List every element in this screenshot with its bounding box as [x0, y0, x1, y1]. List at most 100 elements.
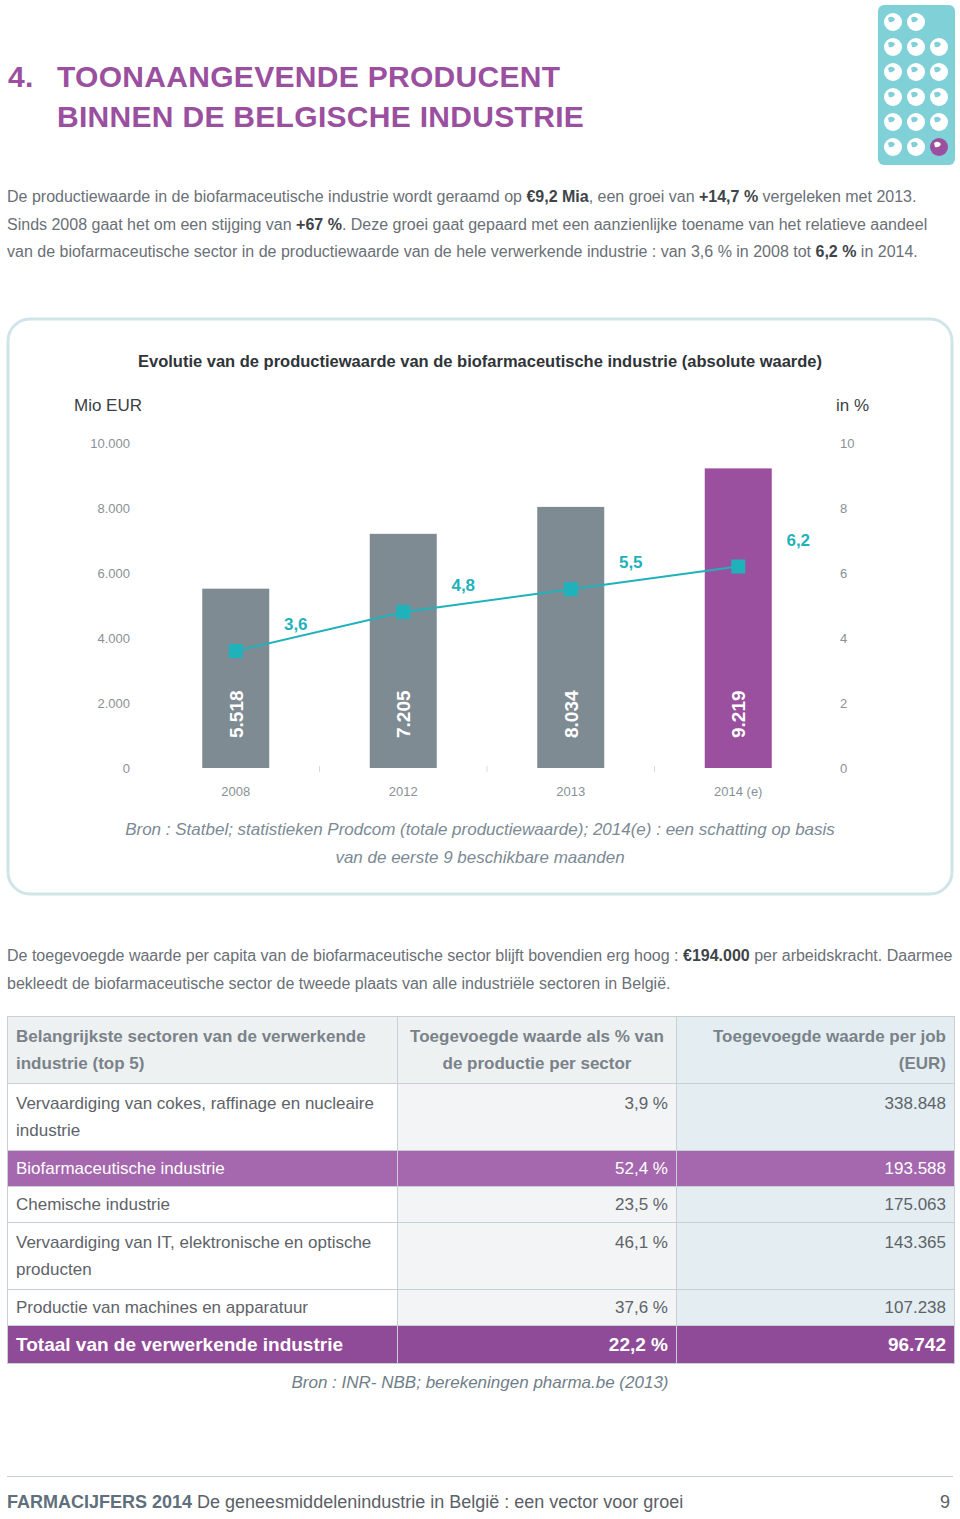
text-run: De productiewaarde in de biofarmaceutisc… — [7, 188, 526, 205]
title-line-1: TOONAANGEVENDE PRODUCENT — [57, 60, 560, 94]
globe-disc — [884, 63, 902, 81]
globe — [907, 13, 925, 31]
table-cell: Vervaardiging van cokes, raffinage en nu… — [8, 1084, 398, 1151]
line-marker — [229, 644, 243, 658]
highlight-row: Biofarmaceutische industrie52,4 %193.588 — [8, 1151, 955, 1187]
text-run: +67 % — [296, 216, 342, 233]
globe — [930, 88, 948, 106]
line-marker — [396, 605, 410, 619]
header-cell: Toegevoegde waarde als % van de producti… — [398, 1017, 677, 1084]
globe — [884, 38, 902, 56]
globe-land — [911, 67, 918, 72]
globe-land — [934, 42, 941, 47]
globe-disc — [884, 88, 902, 106]
section-number: 4. — [8, 60, 34, 94]
bar — [370, 534, 437, 768]
globe-land — [911, 17, 918, 22]
footer-rule — [7, 1476, 953, 1477]
bar-value-label: 8.034 — [561, 690, 582, 738]
line-marker — [731, 560, 745, 574]
globe-land — [934, 67, 941, 72]
globe — [930, 38, 948, 56]
globe — [930, 138, 948, 156]
y-tick-label: 8.000 — [97, 501, 130, 516]
icon-block — [877, 4, 957, 168]
data-row: Productie van machines en apparatuur37,6… — [8, 1290, 955, 1326]
y-axis-label: Mio EUR — [74, 396, 142, 415]
data-row: Chemische industrie23,5 %175.063 — [8, 1187, 955, 1223]
total-row: Totaal van de verwerkende industrie22,2 … — [8, 1326, 955, 1364]
line-marker — [564, 582, 578, 596]
table-cell: Vervaardiging van IT, elektronische en o… — [8, 1223, 398, 1290]
bar — [537, 507, 604, 768]
text-run: 6,2 % — [815, 243, 856, 260]
y2-axis-label: in % — [836, 396, 869, 415]
x-tick-label: 2014 (e) — [714, 784, 762, 799]
table-cell: 143.365 — [677, 1223, 955, 1290]
total-cell: 96.742 — [677, 1326, 955, 1364]
footer-brand: FARMACIJFERS 2014 — [7, 1492, 192, 1512]
bar-value-label: 9.219 — [728, 690, 749, 738]
globe-disc — [907, 138, 925, 156]
bar-value-label: 7.205 — [393, 690, 414, 738]
x-tick-label: 2013 — [556, 784, 585, 799]
globe-land — [888, 117, 895, 122]
title-line-2: BINNEN DE BELGISCHE INDUSTRIE — [57, 100, 584, 134]
globe-disc — [884, 13, 902, 31]
globe-disc — [884, 38, 902, 56]
globe — [907, 38, 925, 56]
globe — [930, 63, 948, 81]
category-separator — [487, 766, 488, 772]
text-run: , een groei van — [589, 188, 699, 205]
bar — [705, 468, 772, 768]
globe — [907, 113, 925, 131]
globe-land — [934, 92, 941, 97]
sector-table: Belangrijkste sectoren van de verwerkend… — [7, 1016, 955, 1364]
globe-disc — [930, 38, 948, 56]
header-row: Belangrijkste sectoren van de verwerkend… — [8, 1017, 955, 1084]
globe-land — [888, 42, 895, 47]
y2-tick-label: 6 — [840, 566, 847, 581]
globe-land — [911, 42, 918, 47]
globe-land — [888, 67, 895, 72]
table-source: Bron : INR- NBB; berekeningen pharma.be … — [0, 1373, 960, 1393]
y-tick-label: 0 — [123, 761, 130, 776]
table-cell: 193.588 — [677, 1151, 955, 1187]
table-cell: 107.238 — [677, 1290, 955, 1326]
globe-disc — [884, 113, 902, 131]
globe-disc — [884, 138, 902, 156]
data-row: Vervaardiging van IT, elektronische en o… — [8, 1223, 955, 1290]
y2-tick-label: 4 — [840, 631, 847, 646]
chart-title: Evolutie van de productiewaarde van de b… — [138, 352, 822, 370]
x-tick-label: 2008 — [221, 784, 250, 799]
line — [236, 567, 739, 652]
globe — [884, 88, 902, 106]
table-cell: Chemische industrie — [8, 1187, 398, 1223]
globe-land — [934, 117, 941, 122]
data-labels: 5.5187.2058.0349.2193,64,85,56,2 — [226, 531, 810, 739]
globe-land — [888, 17, 895, 22]
globe-land — [911, 92, 918, 97]
globe — [907, 88, 925, 106]
y-tick-label: 4.000 — [97, 631, 130, 646]
y2-tick-label: 8 — [840, 501, 847, 516]
globe-disc — [907, 113, 925, 131]
text-run: De toegevoegde waarde per capita van de … — [7, 947, 683, 964]
category-separator — [319, 766, 320, 772]
header-cell: Toegevoegde waarde per job (EUR) — [677, 1017, 955, 1084]
table-cell: 46,1 % — [398, 1223, 677, 1290]
category-separator — [654, 766, 655, 772]
intro-paragraph: De productiewaarde in de biofarmaceutisc… — [7, 183, 955, 266]
y-tick-label: 10.000 — [90, 436, 130, 451]
globe-land — [911, 142, 918, 147]
globe — [884, 63, 902, 81]
line-value-label: 3,6 — [284, 615, 308, 634]
globe-disc — [930, 88, 948, 106]
text-run: +14,7 % — [699, 188, 758, 205]
footer-text: FARMACIJFERS 2014 De geneesmiddelenindus… — [7, 1492, 683, 1513]
total-cell: Totaal van de verwerkende industrie — [8, 1326, 398, 1364]
chart-source: Bron : Statbel; statistieken Prodcom (to… — [125, 816, 835, 872]
globe — [907, 63, 925, 81]
icon-bg — [878, 5, 955, 165]
table-cell: 37,6 % — [398, 1290, 677, 1326]
